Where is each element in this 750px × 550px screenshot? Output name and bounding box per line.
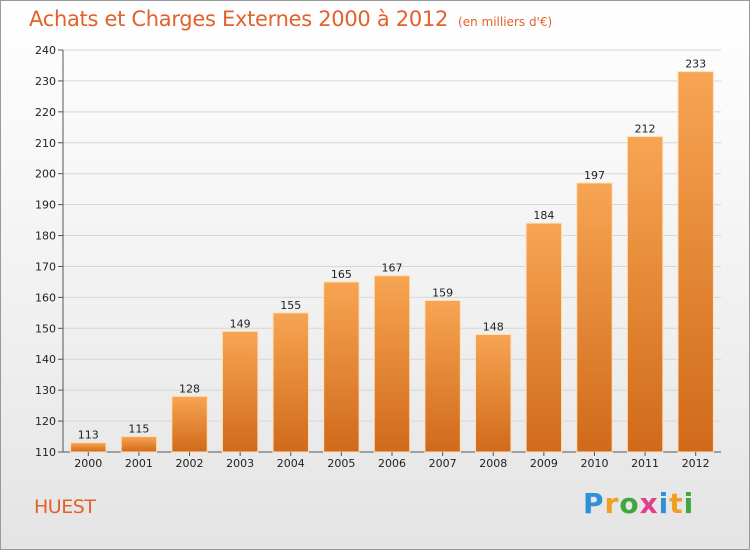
x-tick-label: 2010	[580, 457, 608, 470]
y-tick-label: 190	[35, 199, 56, 212]
commune-name: HUEST	[34, 496, 96, 518]
x-tick-label: 2006	[378, 457, 406, 470]
x-tick-label: 2011	[631, 457, 659, 470]
y-tick-label: 230	[35, 75, 56, 88]
bar-value-label: 184	[533, 209, 554, 222]
bar	[323, 281, 360, 453]
chart-title: Achats et Charges Externes 2000 à 2012 (e…	[29, 7, 552, 31]
bar	[576, 182, 613, 453]
bar-value-label: 115	[128, 423, 149, 436]
y-tick-label: 120	[35, 415, 56, 428]
y-tick-label: 130	[35, 384, 56, 397]
y-tick-label: 140	[35, 353, 56, 366]
bar-value-label: 167	[382, 262, 403, 275]
y-tick-label: 220	[35, 106, 56, 119]
bar	[626, 136, 664, 453]
bar-value-label: 113	[78, 429, 99, 442]
x-tick-label: 2008	[479, 457, 507, 470]
bar-value-label: 212	[635, 123, 656, 136]
y-tick-label: 170	[35, 260, 56, 273]
logo-letter: r	[604, 487, 620, 520]
bar	[525, 222, 563, 453]
logo-letter: t	[669, 487, 684, 520]
bar-value-label: 197	[584, 169, 605, 182]
x-tick-label: 2004	[277, 457, 305, 470]
y-tick-label: 180	[35, 230, 56, 243]
bar-value-label: 155	[280, 299, 301, 312]
bar	[677, 71, 714, 453]
x-tick-label: 2002	[176, 457, 204, 470]
x-tick-label: 2009	[530, 457, 558, 470]
bar-value-label: 159	[432, 286, 453, 299]
logo-letter: i	[683, 487, 695, 520]
bar-value-label: 149	[230, 317, 251, 330]
bar	[475, 333, 512, 453]
bar	[221, 330, 259, 453]
x-tick-label: 2007	[429, 457, 457, 470]
y-tick-label: 200	[35, 168, 56, 181]
y-tick-label: 110	[35, 446, 56, 459]
y-tick-label: 210	[35, 137, 56, 150]
y-tick-label: 160	[35, 291, 56, 304]
chart-title-text: Achats et Charges Externes 2000 à 2012	[29, 7, 449, 31]
x-tick-label: 2005	[327, 457, 355, 470]
bar	[373, 275, 411, 453]
bar-value-label: 233	[685, 58, 706, 71]
x-tick-label: 2012	[682, 457, 710, 470]
bar	[120, 436, 158, 453]
proxiti-logo[interactable]: Proxiti	[583, 487, 694, 520]
bar-value-label: 165	[331, 268, 352, 281]
bar-value-label: 128	[179, 382, 200, 395]
chart-subtitle: (en milliers d'€)	[458, 15, 553, 29]
logo-letter: x	[639, 487, 659, 520]
y-tick-label: 150	[35, 322, 56, 335]
x-tick-label: 2003	[226, 457, 254, 470]
logo-letter: i	[658, 487, 670, 520]
y-tick-label: 240	[35, 44, 56, 57]
logo-letter: o	[619, 487, 640, 520]
bar	[70, 442, 107, 453]
x-tick-label: 2001	[125, 457, 153, 470]
bar-value-label: 148	[483, 320, 504, 333]
bar	[424, 299, 461, 453]
bar	[272, 312, 309, 453]
x-tick-label: 2000	[74, 457, 102, 470]
bar	[171, 395, 208, 453]
logo-letter: P	[583, 487, 605, 520]
